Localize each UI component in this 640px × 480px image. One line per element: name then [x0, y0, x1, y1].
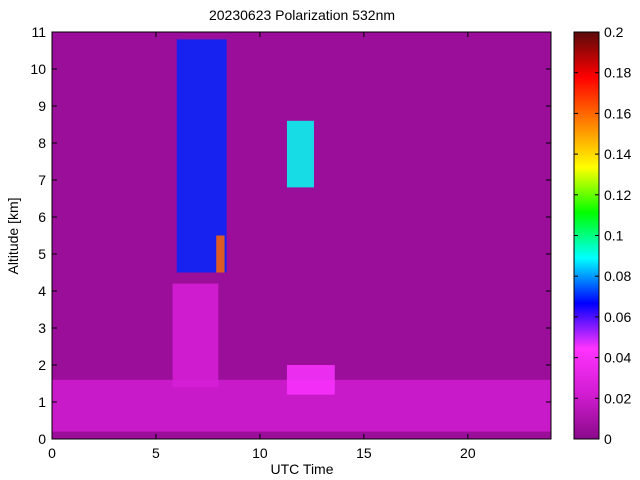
- x-tick-label: 5: [152, 445, 160, 461]
- y-tick-label: 2: [38, 357, 46, 373]
- plot-frame: [51, 31, 552, 440]
- x-tick-label: 10: [252, 445, 268, 461]
- y-tick-label: 5: [38, 246, 46, 262]
- y-tick-label: 10: [30, 61, 46, 77]
- y-tick-label: 1: [38, 394, 46, 410]
- heatmap-plot-area: [52, 32, 551, 439]
- y-axis-label: Altitude [km]: [5, 197, 21, 274]
- x-axis: 0 5 10 15 20: [48, 32, 476, 461]
- colorbar-tick-label: 0: [604, 431, 612, 447]
- heatmap-region-3: [286, 120, 314, 188]
- colorbar-axis: 0 0.02 0.04 0.06 0.08 0.1 0.12 0.14 0.16 0.18 0.2: [574, 24, 631, 447]
- y-tick-label: 7: [38, 172, 46, 188]
- y-axis: 0 1 2 3 4 5 6 7 8 9 10 11: [30, 24, 551, 447]
- colorbar-tick-label: 0.16: [604, 105, 631, 121]
- y-tick-label: 9: [38, 98, 46, 114]
- heatmap-region-2: [216, 235, 225, 273]
- heatmap-region-5: [172, 283, 219, 388]
- heatmap-region-1: [176, 39, 227, 273]
- colorbar-tick-label: 0.06: [604, 309, 631, 325]
- x-tick-label: 15: [356, 445, 372, 461]
- x-axis-label: UTC Time: [271, 461, 334, 477]
- colorbar-tick-label: 0.2: [604, 24, 624, 40]
- colorbar-tick-label: 0.1: [604, 228, 624, 244]
- heatmap-region-4: [286, 365, 335, 395]
- y-tick-label: 3: [38, 320, 46, 336]
- colorbar-tick-label: 0.02: [604, 390, 631, 406]
- colorbar-tick-label: 0.14: [604, 146, 631, 162]
- colorbar-tick-label: 0.08: [604, 268, 631, 284]
- colorbar-tick-label: 0.18: [604, 65, 631, 81]
- y-tick-label: 11: [31, 24, 46, 40]
- colorbar-tick-label: 0.04: [604, 350, 631, 366]
- x-tick-label: 0: [48, 445, 56, 461]
- y-tick-label: 0: [38, 431, 46, 447]
- x-tick-label: 20: [460, 445, 476, 461]
- y-tick-label: 6: [38, 209, 46, 225]
- colorbar-tick-label: 0.12: [604, 187, 631, 203]
- chart-title: 20230623 Polarization 532nm: [209, 7, 395, 23]
- y-tick-label: 4: [38, 283, 46, 299]
- y-tick-label: 8: [38, 135, 46, 151]
